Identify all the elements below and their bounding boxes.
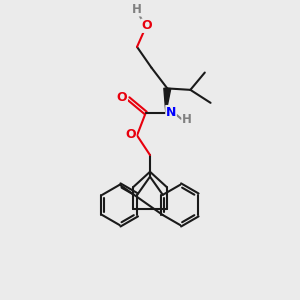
Text: O: O <box>117 92 127 104</box>
Text: O: O <box>141 19 152 32</box>
Polygon shape <box>164 88 171 113</box>
Text: H: H <box>182 113 192 126</box>
Text: H: H <box>131 3 141 16</box>
Text: N: N <box>166 106 176 118</box>
Text: O: O <box>125 128 136 141</box>
